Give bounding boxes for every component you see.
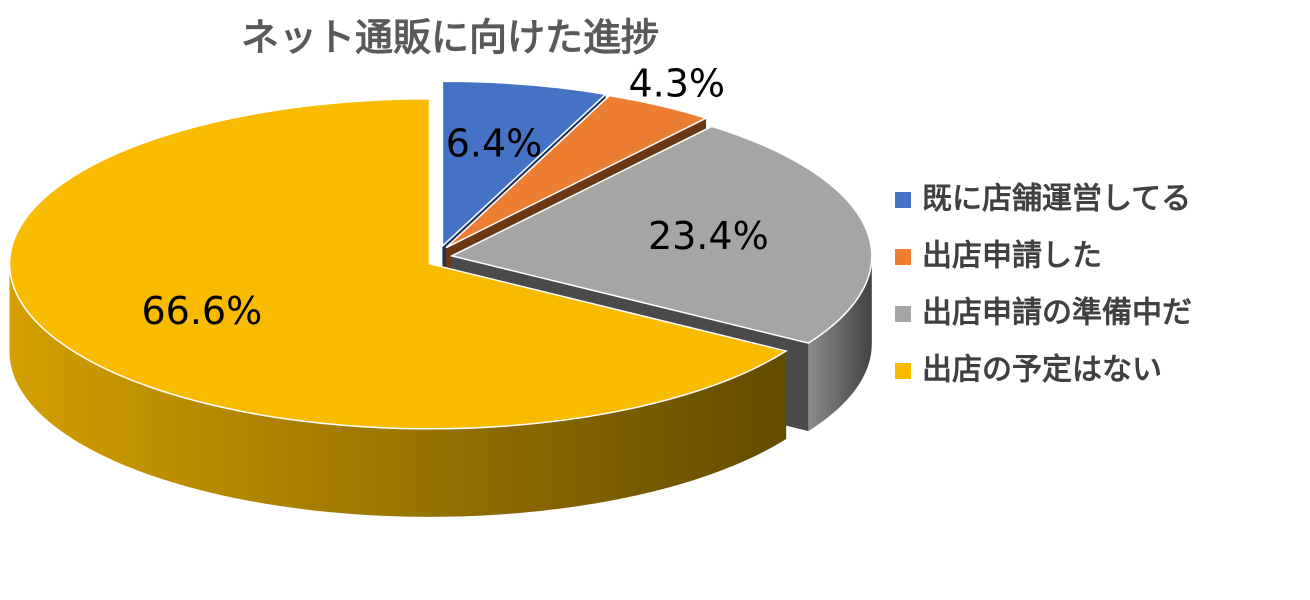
- data-label: 66.6%: [142, 289, 263, 333]
- slice: [449, 125, 873, 344]
- legend-label: 出店申請した: [922, 239, 1102, 274]
- slice-side: [808, 255, 872, 432]
- legend-label: 出店申請の準備中だ: [922, 296, 1192, 331]
- legend-label: 既に店舗運営してる: [922, 182, 1191, 217]
- legend-swatch: [895, 306, 911, 322]
- data-label: 6.4%: [446, 121, 543, 165]
- slice: [445, 94, 709, 249]
- chart-title: ネット通販に向けた進捗: [241, 16, 659, 60]
- legend-swatch: [895, 249, 911, 265]
- data-label: 23.4%: [648, 214, 769, 258]
- slice-side: [9, 263, 787, 517]
- legend-swatch: [895, 363, 911, 379]
- legend-label: 出店の予定はない: [922, 353, 1162, 388]
- legend-swatch: [895, 192, 911, 208]
- slice: [441, 80, 608, 248]
- slice: [8, 98, 788, 430]
- data-label: 4.3%: [628, 62, 725, 106]
